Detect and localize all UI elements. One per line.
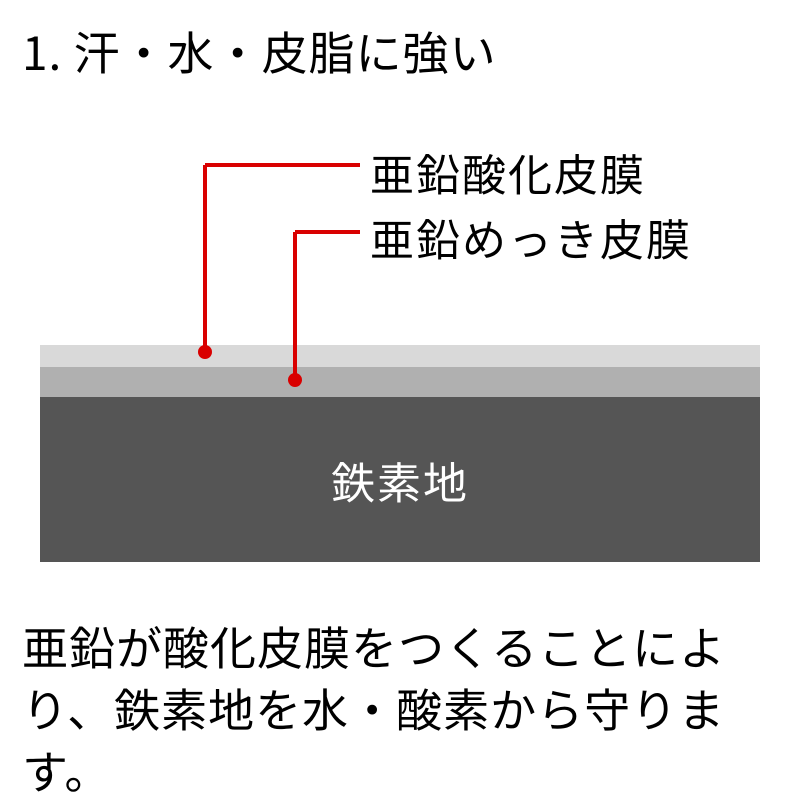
layer-zinc-plating bbox=[40, 367, 760, 397]
layer-zinc-oxide bbox=[40, 345, 760, 367]
label-zinc-oxide-film: 亜鉛酸化皮膜 bbox=[370, 140, 646, 204]
description-text: 亜鉛が酸化皮膜をつくることにより、鉄素地を水・酸素から守ります。 bbox=[22, 615, 778, 801]
layer-iron-base: 鉄素地 bbox=[40, 397, 760, 562]
heading-title: 1. 汗・水・皮脂に強い bbox=[22, 18, 497, 84]
diagram: 亜鉛酸化皮膜 亜鉛めっき皮膜 鉄素地 bbox=[40, 130, 760, 580]
label-iron-base: 鉄素地 bbox=[331, 448, 469, 512]
label-zinc-plating-film: 亜鉛めっき皮膜 bbox=[370, 205, 692, 269]
layer-stack: 鉄素地 bbox=[40, 345, 760, 562]
